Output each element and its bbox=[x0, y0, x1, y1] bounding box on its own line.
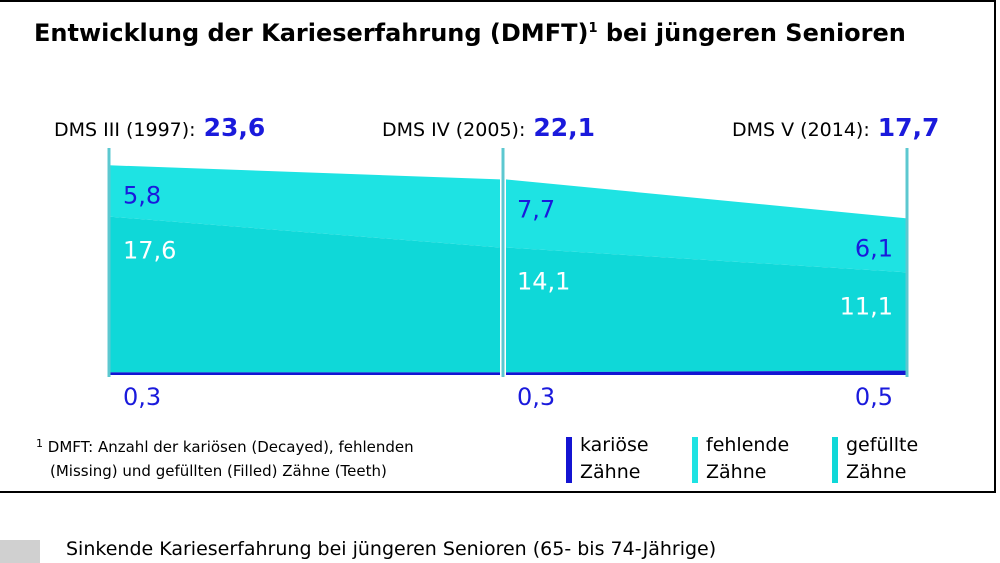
caption-marker bbox=[0, 540, 40, 563]
data-label-fehlende: 14,1 bbox=[517, 268, 570, 296]
wave-name: DMS IV (2005): bbox=[382, 119, 526, 141]
legend-label-line1: gefüllte bbox=[846, 434, 919, 456]
legend-label-line1: fehlende bbox=[706, 434, 790, 456]
data-label-fehlende: 11,1 bbox=[840, 292, 893, 320]
wave-label-dms3: DMS III (1997): 23,6 bbox=[54, 113, 265, 142]
data-label-kariose: 0,3 bbox=[517, 383, 555, 411]
wave-total: 17,7 bbox=[877, 113, 940, 142]
wave-total: 22,1 bbox=[533, 113, 596, 142]
area-kariose-1 bbox=[506, 370, 907, 375]
data-label-gefuellte: 6,1 bbox=[855, 234, 893, 262]
wave-label-dms5: DMS V (2014): 17,7 bbox=[732, 113, 939, 142]
wave-name: DMS V (2014): bbox=[732, 119, 870, 141]
legend-label-line2: Zähne bbox=[580, 461, 641, 483]
area-kariose-0 bbox=[109, 372, 500, 375]
area-fehlende-0 bbox=[109, 216, 500, 373]
legend-item-fehlende: fehlende Zähne bbox=[692, 432, 790, 486]
legend-label-line2: Zähne bbox=[706, 461, 767, 483]
data-label-kariose: 0,5 bbox=[855, 383, 893, 411]
wave-name: DMS III (1997): bbox=[54, 119, 196, 141]
legend-swatch bbox=[832, 437, 838, 483]
footnote: 1 DMFT: Anzahl der kariösen (Decayed), f… bbox=[36, 435, 414, 483]
data-label-gefuellte: 5,8 bbox=[123, 181, 161, 209]
data-label-fehlende: 17,6 bbox=[123, 237, 176, 265]
area-fehlende-1 bbox=[506, 247, 907, 373]
wave-total: 23,6 bbox=[203, 113, 266, 142]
legend-label-line2: Zähne bbox=[846, 461, 907, 483]
legend-item-kariose: kariöse Zähne bbox=[566, 432, 649, 486]
data-label-kariose: 0,3 bbox=[123, 383, 161, 411]
legend-label-line1: kariöse bbox=[580, 434, 649, 456]
footnote-line-2: (Missing) und gefüllten (Filled) Zähne (… bbox=[50, 462, 387, 480]
footnote-mark: 1 bbox=[36, 437, 43, 450]
legend-swatch bbox=[566, 437, 572, 483]
caption: Sinkende Karieserfahrung bei jüngeren Se… bbox=[66, 538, 717, 560]
chart-title: Entwicklung der Karieserfahrung (DMFT)1 … bbox=[34, 19, 906, 47]
data-label-gefuellte: 7,7 bbox=[517, 195, 555, 223]
area-gefuellte-1 bbox=[506, 179, 907, 273]
area-gefuellte-0 bbox=[109, 165, 500, 248]
footnote-line-1: DMFT: Anzahl der kariösen (Decayed), feh… bbox=[47, 438, 414, 456]
legend-item-gefuellte: gefüllte Zähne bbox=[832, 432, 919, 486]
wave-label-dms4: DMS IV (2005): 22,1 bbox=[382, 113, 595, 142]
legend-swatch bbox=[692, 437, 698, 483]
